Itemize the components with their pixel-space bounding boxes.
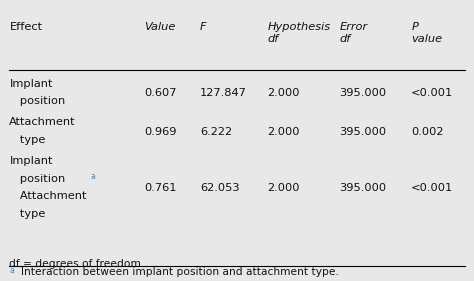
Text: <0.001: <0.001 bbox=[411, 183, 454, 193]
Text: type: type bbox=[9, 135, 46, 145]
Text: a: a bbox=[9, 266, 14, 275]
Text: Attachment: Attachment bbox=[9, 117, 76, 127]
Text: 6.222: 6.222 bbox=[200, 126, 232, 137]
Text: Attachment: Attachment bbox=[9, 191, 87, 201]
Text: Effect: Effect bbox=[9, 22, 43, 32]
Text: 0.002: 0.002 bbox=[411, 126, 444, 137]
Text: 2.000: 2.000 bbox=[267, 183, 300, 193]
Text: 395.000: 395.000 bbox=[339, 183, 386, 193]
Text: position: position bbox=[9, 174, 65, 183]
Text: <0.001: <0.001 bbox=[411, 88, 454, 98]
Text: 0.761: 0.761 bbox=[144, 183, 177, 193]
Text: a: a bbox=[91, 172, 96, 181]
Text: 2.000: 2.000 bbox=[267, 88, 300, 98]
Text: 0.969: 0.969 bbox=[144, 126, 177, 137]
Text: P
value: P value bbox=[411, 22, 442, 44]
Text: Interaction between implant position and attachment type.: Interaction between implant position and… bbox=[21, 267, 339, 277]
Text: Implant: Implant bbox=[9, 156, 53, 166]
Text: df = degrees of freedom.: df = degrees of freedom. bbox=[9, 259, 145, 269]
Text: Value: Value bbox=[144, 22, 175, 32]
Text: position: position bbox=[9, 96, 65, 106]
Text: Implant: Implant bbox=[9, 79, 53, 89]
Text: 0.607: 0.607 bbox=[144, 88, 177, 98]
Text: Hypothesis
df: Hypothesis df bbox=[267, 22, 330, 44]
Text: 395.000: 395.000 bbox=[339, 88, 386, 98]
Text: 395.000: 395.000 bbox=[339, 126, 386, 137]
Text: F: F bbox=[200, 22, 206, 32]
Text: Error
df: Error df bbox=[339, 22, 367, 44]
Text: 2.000: 2.000 bbox=[267, 126, 300, 137]
Text: type: type bbox=[9, 209, 46, 219]
Text: 62.053: 62.053 bbox=[200, 183, 239, 193]
Text: 127.847: 127.847 bbox=[200, 88, 246, 98]
